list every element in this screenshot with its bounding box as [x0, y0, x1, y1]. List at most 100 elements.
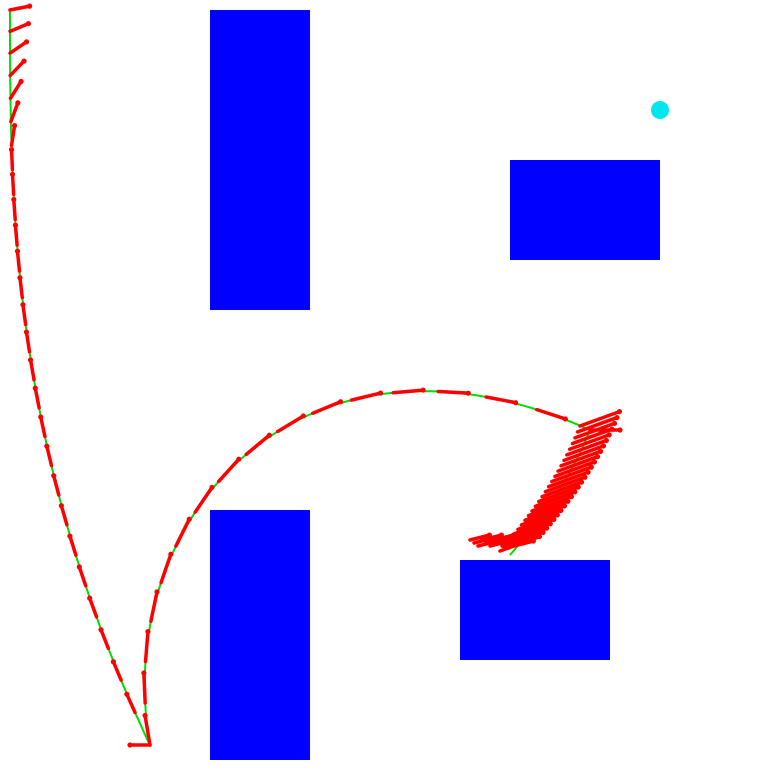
pose-arrow-81 — [504, 532, 528, 542]
pose-arrow-63 — [526, 498, 571, 518]
pose-arrow-shaft — [51, 473, 61, 497]
pose-arrow-35 — [193, 484, 215, 514]
pose-arrow-66 — [516, 512, 560, 532]
pose-arrow-shaft — [8, 79, 23, 101]
pose-arrow-layer — [8, 3, 623, 748]
pose-arrow-83 — [512, 538, 536, 548]
pose-arrow-58 — [543, 474, 588, 494]
pose-arrow-head — [186, 516, 192, 522]
pose-arrow-22 — [67, 533, 78, 557]
pose-arrow-9 — [9, 171, 16, 197]
pose-arrow-head — [575, 484, 581, 490]
pose-arrow-shaft — [13, 223, 19, 247]
pose-arrow-41 — [391, 387, 426, 395]
pose-arrow-31 — [143, 629, 151, 664]
pose-arrow-shaft — [512, 517, 556, 536]
pose-arrow-shaft — [99, 627, 111, 651]
pose-arrow-head — [25, 20, 32, 27]
pose-arrow-shaft — [18, 275, 25, 300]
pose-arrow-shaft — [244, 433, 272, 457]
pose-arrow-head — [20, 302, 26, 308]
pose-arrow-54 — [556, 454, 601, 473]
pose-arrow-head — [9, 171, 16, 177]
pose-arrow-32 — [149, 589, 160, 623]
pose-arrow-shaft — [533, 490, 577, 509]
pose-arrow-head — [420, 387, 426, 393]
pose-arrow-57 — [546, 469, 591, 489]
pose-arrow-head — [51, 473, 57, 479]
pose-arrow-13 — [17, 275, 25, 300]
pose-arrow-head — [561, 503, 568, 509]
pose-arrow-head — [611, 420, 618, 427]
pose-arrow-head — [526, 535, 532, 541]
pose-arrow-head — [236, 456, 242, 462]
obstacle-3 — [210, 510, 310, 760]
pose-arrow-head — [141, 670, 147, 676]
pose-arrow-shaft — [573, 421, 617, 440]
pose-arrow-40 — [349, 390, 384, 402]
pose-arrow-25 — [98, 627, 111, 651]
pose-arrow-head — [300, 413, 306, 419]
pose-arrow-51 — [565, 437, 609, 457]
pose-arrow-shaft — [216, 457, 241, 484]
pose-arrow-head — [536, 533, 543, 540]
pose-arrow-shaft — [28, 358, 36, 382]
pose-arrow-head — [15, 100, 21, 106]
pose-arrow-50 — [567, 432, 612, 452]
pose-arrow-shaft — [562, 444, 606, 463]
pose-arrow-shaft — [578, 409, 622, 428]
pose-arrow-59 — [540, 479, 585, 499]
pose-arrow-61 — [533, 489, 578, 509]
pose-arrow-shaft — [536, 485, 580, 504]
pose-arrow-head — [127, 742, 133, 748]
pose-arrow-24 — [87, 595, 99, 619]
pose-arrow-head — [594, 454, 601, 460]
pose-arrow-shaft — [550, 465, 594, 484]
pose-arrow-shaft — [159, 552, 173, 585]
pose-arrow-head — [606, 432, 612, 438]
pose-arrow-67 — [512, 516, 557, 536]
pose-arrow-27 — [124, 691, 137, 715]
pose-arrow-shaft — [516, 513, 560, 532]
pose-arrow-shaft — [142, 671, 147, 705]
pose-arrow-shaft — [125, 692, 137, 715]
pose-arrow-shaft — [468, 533, 492, 542]
pose-arrow-shaft — [59, 503, 69, 527]
pose-arrow-33 — [159, 551, 174, 585]
pose-arrow-8 — [8, 147, 15, 172]
pose-arrow-head — [377, 390, 384, 396]
pose-arrow-42 — [436, 389, 471, 396]
pose-arrow-16 — [27, 357, 36, 382]
pose-arrow-44 — [535, 407, 568, 422]
pose-arrow-head — [540, 529, 546, 535]
pose-arrow-head — [18, 78, 24, 85]
pose-arrow-head — [76, 564, 82, 570]
pose-arrow-shaft — [33, 386, 41, 410]
pose-arrow-shaft — [349, 391, 383, 402]
pose-arrow-4 — [8, 58, 27, 78]
pose-arrow-18 — [38, 414, 47, 439]
pose-arrow-head — [578, 479, 585, 485]
pose-arrow-17 — [32, 385, 41, 410]
pose-arrow-5 — [8, 78, 24, 101]
pose-arrow-28 — [127, 742, 152, 748]
obstacle-layer — [210, 10, 660, 760]
obstacle-1 — [210, 10, 310, 310]
pose-arrow-52 — [562, 443, 607, 463]
pose-arrow-head — [209, 484, 215, 490]
pose-arrow-3 — [8, 39, 30, 55]
pose-arrow-shaft — [68, 534, 78, 557]
pose-arrow-shaft — [15, 249, 22, 273]
pose-arrow-head — [522, 532, 528, 538]
pose-arrow-head — [87, 595, 93, 601]
pose-arrow-shaft — [575, 415, 619, 434]
pose-arrow-47 — [575, 414, 620, 434]
pose-arrow-1 — [8, 3, 33, 12]
pose-arrow-shaft — [484, 395, 518, 405]
pose-arrow-head — [23, 39, 30, 45]
pose-arrow-14 — [20, 302, 28, 327]
pose-arrow-shaft — [10, 172, 16, 197]
pose-arrow-head — [11, 123, 18, 129]
pose-arrow-shaft — [24, 330, 32, 354]
pose-arrow-head — [12, 222, 19, 228]
